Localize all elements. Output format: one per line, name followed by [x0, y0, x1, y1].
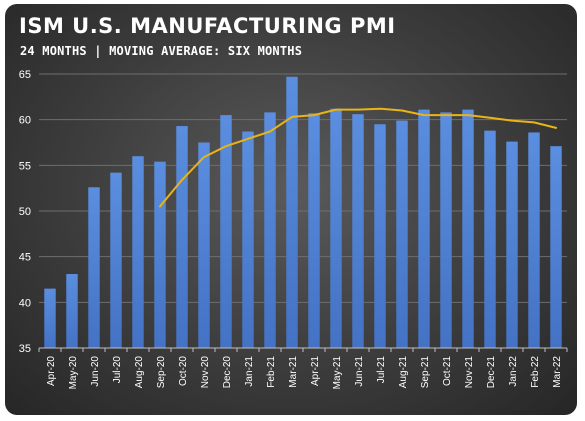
bar-Sep-20: [154, 161, 166, 348]
bar-May-20: [66, 274, 78, 348]
x-tick-label-Jun-20: Jun-20: [90, 356, 101, 387]
moving-average-point-Jan-21: [247, 138, 249, 140]
x-tick-label-Jul-21: Jul-21: [376, 356, 387, 384]
bars: [44, 76, 562, 349]
bar-Apr-20: [44, 288, 56, 348]
y-tick-label-60: 60: [19, 115, 31, 127]
bar-May-21: [330, 108, 342, 348]
chart-title: ISM U.S. MANUFACTURING PMI: [19, 14, 396, 38]
y-tick-label-40: 40: [19, 297, 31, 309]
bar-Nov-20: [198, 142, 210, 348]
x-tick-label-May-21: May-21: [332, 356, 343, 390]
bar-Mar-21: [286, 76, 298, 349]
x-tick-label-Mar-22: Mar-22: [552, 356, 563, 388]
x-tick-label-Apr-21: Apr-21: [310, 356, 321, 386]
moving-average-point-Apr-21: [313, 114, 315, 116]
moving-average-point-Nov-20: [203, 156, 205, 158]
bar-Jan-22: [506, 141, 518, 348]
moving-average-point-Dec-20: [225, 145, 227, 147]
moving-average-point-Jul-21: [379, 107, 381, 110]
x-tick-label-Nov-20: Nov-20: [200, 356, 211, 389]
x-tick-label-Nov-21: Nov-21: [464, 356, 475, 389]
x-tick-label-Oct-21: Oct-21: [442, 356, 453, 386]
moving-average: [159, 107, 557, 208]
bar-Mar-22: [550, 146, 562, 348]
bar-Aug-21: [396, 120, 408, 348]
bar-Nov-21: [462, 109, 474, 349]
moving-average-point-Sep-20: [159, 205, 161, 208]
bar-Dec-20: [220, 115, 232, 348]
moving-average-point-Oct-20: [181, 179, 183, 181]
x-tick-label-Sep-20: Sep-20: [156, 356, 167, 389]
x-tick-label-May-20: May-20: [68, 356, 79, 390]
x-tick-label-Jan-21: Jan-21: [244, 356, 255, 387]
y-tick-label-65: 65: [19, 69, 31, 81]
bar-Apr-21: [308, 113, 320, 348]
x-tick-label-Jan-22: Jan-22: [508, 356, 519, 387]
bar-Aug-20: [132, 156, 144, 348]
bar-Jul-20: [110, 172, 122, 348]
bar-Jan-21: [242, 131, 254, 348]
y-tick-label-35: 35: [19, 343, 31, 355]
chart-card: ISM U.S. MANUFACTURING PMI 24 MONTHS | M…: [5, 4, 577, 415]
bar-Oct-21: [440, 112, 452, 348]
x-tick-label-Aug-21: Aug-21: [398, 356, 409, 389]
gridlines: [39, 73, 567, 303]
moving-average-point-Mar-22: [555, 127, 557, 129]
bar-Feb-22: [528, 132, 540, 348]
bar-Jun-20: [88, 187, 100, 348]
x-tick-label-Apr-20: Apr-20: [46, 356, 57, 386]
bar-Jul-21: [374, 124, 386, 348]
moving-average-point-Nov-21: [467, 114, 469, 116]
moving-average-point-Sep-21: [423, 114, 425, 116]
moving-average-point-Jun-21: [357, 108, 359, 111]
moving-average-point-Oct-21: [445, 114, 447, 116]
moving-average-point-May-21: [335, 108, 337, 111]
moving-average-point-Jan-22: [511, 119, 513, 122]
chart-subtitle: 24 MONTHS | MOVING AVERAGE: SIX MONTHS: [20, 44, 303, 58]
y-tick-label-50: 50: [19, 206, 31, 218]
moving-average-point-Feb-22: [533, 121, 535, 124]
y-tick-label-55: 55: [19, 160, 31, 172]
x-tick-label-Aug-20: Aug-20: [134, 356, 145, 389]
x-tick-label-Dec-20: Dec-20: [222, 356, 233, 389]
x-tick-label-Mar-21: Mar-21: [288, 356, 299, 388]
x-tick-label-Sep-21: Sep-21: [420, 356, 431, 389]
x-tick-labels: Apr-20 May-20 Jun-20 Jul-20 Aug-20 Sep-20 Oct-…: [46, 356, 563, 390]
bar-Dec-21: [484, 130, 496, 348]
bar-Sep-21: [418, 109, 430, 349]
y-tick-label-45: 45: [19, 252, 31, 264]
y-tick-labels: 35 40 45 50 55 60 65: [19, 69, 31, 355]
x-tick-label-Oct-20: Oct-20: [178, 356, 189, 386]
x-tick-label-Dec-21: Dec-21: [486, 356, 497, 389]
bar-Feb-21: [264, 112, 276, 348]
x-tick-label-Feb-22: Feb-22: [530, 356, 541, 388]
x-tick-label-Feb-21: Feb-21: [266, 356, 277, 388]
x-tick-label-Jun-21: Jun-21: [354, 356, 365, 387]
moving-average-point-Feb-21: [269, 130, 271, 133]
moving-average-point-Aug-21: [401, 109, 403, 112]
moving-average-point-Dec-21: [489, 117, 491, 119]
axes: [38, 347, 568, 352]
bar-Oct-20: [176, 126, 188, 348]
bar-Jun-21: [352, 114, 364, 348]
x-tick-label-Jul-20: Jul-20: [112, 356, 123, 384]
moving-average-point-Mar-21: [291, 116, 293, 118]
